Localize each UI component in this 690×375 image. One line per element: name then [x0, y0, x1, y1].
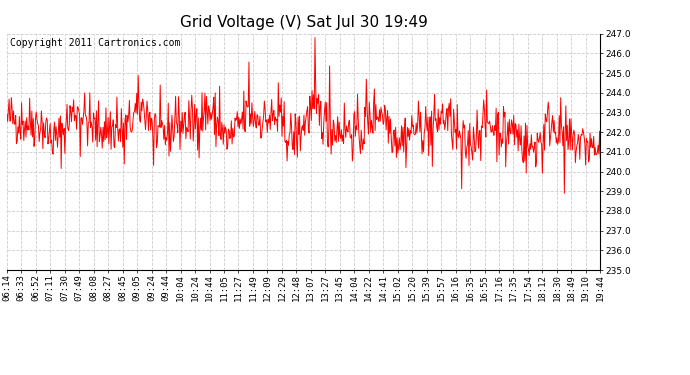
Title: Grid Voltage (V) Sat Jul 30 19:49: Grid Voltage (V) Sat Jul 30 19:49	[179, 15, 428, 30]
Text: Copyright 2011 Cartronics.com: Copyright 2011 Cartronics.com	[10, 39, 180, 48]
